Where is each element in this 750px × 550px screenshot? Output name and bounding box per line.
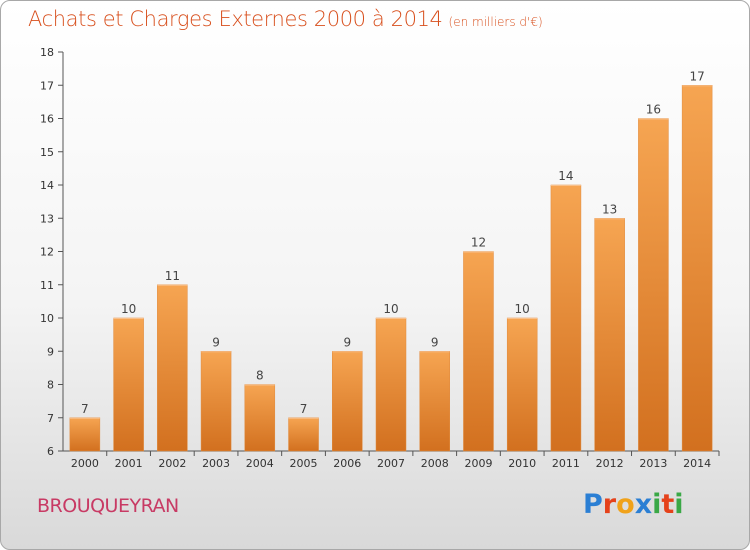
bar bbox=[681, 85, 713, 452]
location-name: BROUQUEYRAN bbox=[37, 495, 179, 517]
data-label: 12 bbox=[471, 236, 486, 250]
x-tick-label: 2005 bbox=[290, 457, 318, 470]
logo-letter: r bbox=[602, 489, 617, 520]
bar bbox=[419, 351, 450, 452]
y-tick-label: 10 bbox=[40, 312, 54, 325]
x-tick-label: 2011 bbox=[552, 457, 580, 470]
data-label: 10 bbox=[515, 302, 530, 316]
x-tick-label: 2014 bbox=[683, 457, 711, 470]
logo-letter: i bbox=[652, 489, 662, 520]
y-tick-label: 15 bbox=[40, 146, 54, 159]
x-tick-label: 2013 bbox=[639, 457, 667, 470]
y-tick-label: 16 bbox=[40, 113, 54, 126]
bar bbox=[550, 184, 582, 452]
proxiti-logo: Proxiti bbox=[583, 489, 684, 520]
bar bbox=[244, 384, 276, 452]
y-tick-label: 7 bbox=[47, 412, 54, 425]
data-label: 7 bbox=[81, 402, 89, 416]
data-label: 8 bbox=[256, 369, 264, 383]
y-tick-label: 11 bbox=[40, 279, 54, 292]
chart-title: Achats et Charges Externes 2000 à 2014 (e… bbox=[28, 7, 543, 31]
x-tick-label: 2003 bbox=[202, 457, 230, 470]
data-label: 16 bbox=[646, 103, 661, 117]
y-tick-label: 12 bbox=[40, 246, 54, 259]
data-label: 10 bbox=[383, 302, 398, 316]
x-tick-label: 2006 bbox=[333, 457, 361, 470]
bar bbox=[113, 317, 144, 452]
y-tick-label: 14 bbox=[40, 179, 54, 192]
y-tick-label: 6 bbox=[47, 445, 54, 458]
plot-area: 6 7 8 9 10 11 12 13 14 15 16 17 18 7 2000 10 2001 11 2002 9… bbox=[40, 46, 720, 470]
bar bbox=[332, 351, 363, 452]
bar bbox=[463, 251, 494, 452]
data-label: 14 bbox=[558, 169, 573, 183]
data-label: 17 bbox=[689, 69, 704, 83]
x-tick-label: 2001 bbox=[115, 457, 143, 470]
bar bbox=[157, 284, 188, 452]
x-tick-label: 2009 bbox=[464, 457, 492, 470]
y-tick-label: 8 bbox=[47, 379, 54, 392]
data-label: 10 bbox=[121, 302, 136, 316]
chart-subtitle: (en milliers d'€) bbox=[448, 15, 543, 29]
logo-letter: x bbox=[634, 489, 653, 520]
y-tick-label: 9 bbox=[47, 345, 54, 358]
x-tick-label: 2007 bbox=[377, 457, 405, 470]
x-tick-label: 2010 bbox=[508, 457, 536, 470]
data-label: 11 bbox=[165, 269, 180, 283]
data-label: 13 bbox=[602, 202, 617, 216]
data-label: 9 bbox=[212, 335, 220, 349]
bar bbox=[638, 118, 669, 452]
logo-letter: o bbox=[616, 489, 635, 520]
data-label: 9 bbox=[431, 335, 439, 349]
bar bbox=[69, 417, 101, 452]
x-tick-label: 2000 bbox=[71, 457, 99, 470]
logo-letter: P bbox=[583, 489, 603, 520]
y-tick-label: 18 bbox=[40, 46, 54, 59]
data-label: 9 bbox=[343, 335, 351, 349]
bar bbox=[594, 218, 625, 452]
data-label: 7 bbox=[300, 402, 308, 416]
x-tick-label: 2008 bbox=[421, 457, 449, 470]
x-tick-label: 2004 bbox=[246, 457, 274, 470]
y-tick-label: 13 bbox=[40, 212, 54, 225]
chart-title-text: Achats et Charges Externes 2000 à 2014 bbox=[28, 7, 443, 31]
logo-letter: i bbox=[674, 489, 684, 520]
bar bbox=[506, 317, 538, 452]
x-tick-label: 2012 bbox=[596, 457, 624, 470]
bar bbox=[375, 317, 407, 452]
bar bbox=[200, 351, 232, 452]
bar bbox=[288, 417, 319, 452]
x-tick-label: 2002 bbox=[158, 457, 186, 470]
y-tick-label: 17 bbox=[40, 79, 54, 92]
logo-letter: t bbox=[661, 489, 675, 520]
